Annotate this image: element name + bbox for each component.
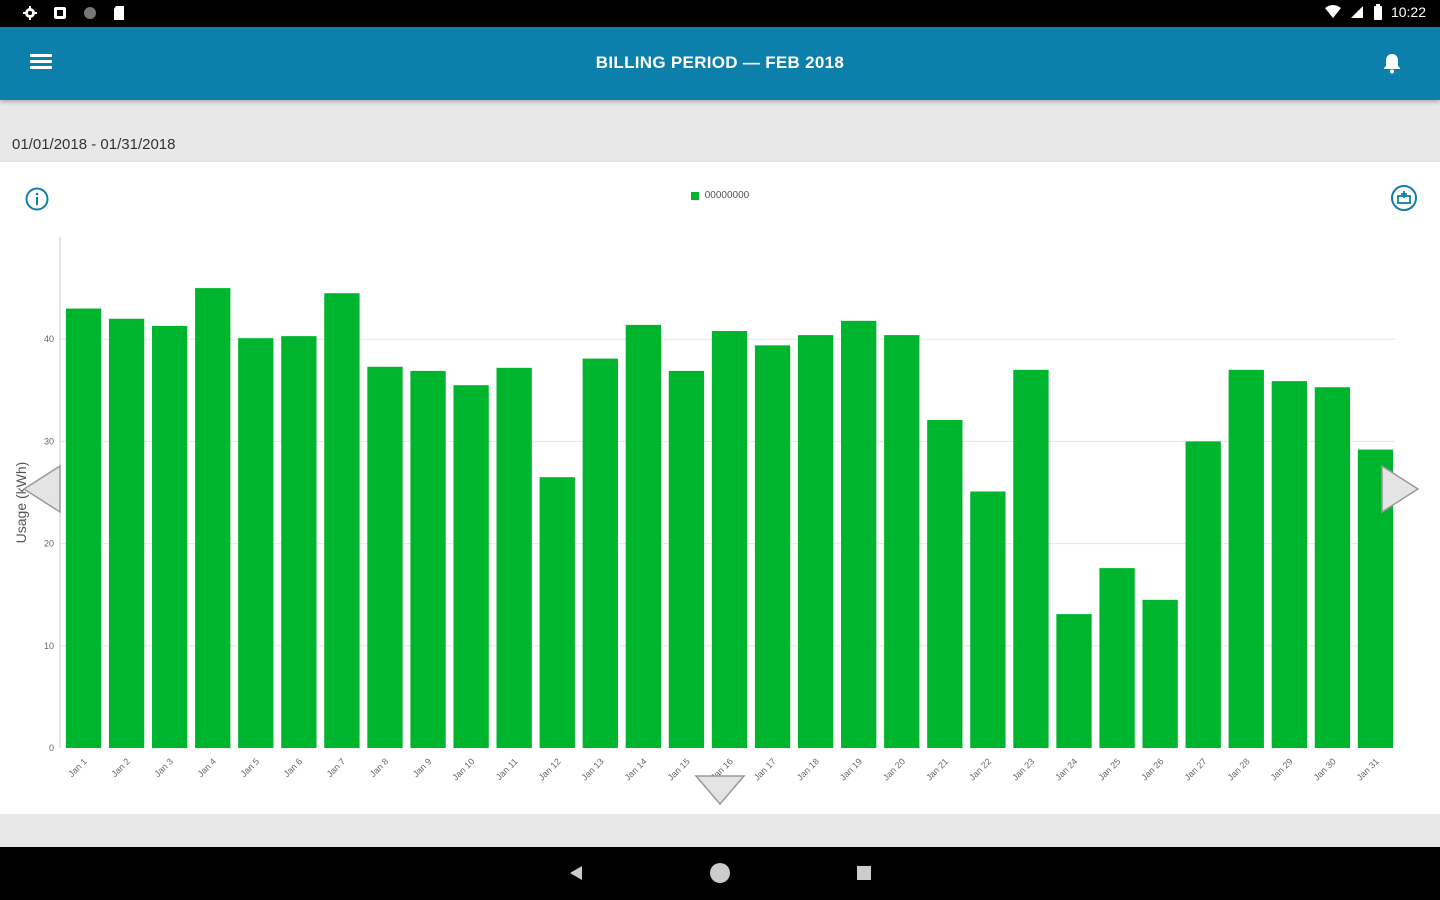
bar-jan-4[interactable] [195,288,231,748]
circle-icon [84,7,96,19]
recents-icon[interactable] [856,865,872,881]
x-tick-label: Jan 10 [450,756,476,782]
bar-jan-28[interactable] [1228,369,1264,748]
settings-icon [23,6,37,20]
bar-jan-5[interactable] [238,338,274,748]
usage-chart-card: 00000000 0 10 20 30 40 Usage (kWh) Jan 1 Jan 2 J… [0,162,1440,814]
bar-jan-23[interactable] [1013,369,1049,748]
x-tick-label: Jan 23 [1010,756,1036,782]
bar-jan-15[interactable] [668,370,705,748]
x-tick-label: Jan 15 [666,756,692,782]
x-tick-label: Jan 31 [1355,756,1381,782]
page-title: BILLING PERIOD — FEB 2018 [595,53,845,72]
bar-jan-10[interactable] [453,385,489,748]
x-tick-label: Jan 21 [924,756,950,782]
status-time: 10:22 [1390,4,1426,20]
bell-icon[interactable] [1380,51,1404,75]
bar-jan-30[interactable] [1314,387,1351,748]
bar-jan-27[interactable] [1185,441,1221,748]
legend-swatch [690,191,699,200]
x-tick-label: Jan 11 [494,756,520,782]
battery-icon [1373,4,1382,20]
bar-jan-7[interactable] [324,293,360,748]
status-bar: 10:22 [0,0,1440,27]
bar-jan-26[interactable] [1142,599,1178,748]
chart-legend: 00000000 [0,190,1440,201]
x-tick-label: Jan 2 [109,756,132,779]
info-icon[interactable] [24,186,50,212]
x-tick-label: Jan 29 [1269,756,1295,782]
bar-jan-22[interactable] [970,491,1006,748]
status-right-icons: 10:22 [1324,4,1426,20]
x-tick-label: Jan 8 [368,756,391,779]
usage-bar-chart: 0 10 20 30 40 Usage (kWh) Jan 1 Jan 2 Jan 3 Jan 4… [13,237,1395,783]
x-tick-label: Jan 24 [1053,756,1079,782]
x-tick-label: Jan 5 [239,756,262,779]
x-tick-label: Jan 7 [325,756,348,779]
bar-jan-18[interactable] [797,335,834,748]
x-tick-label: Jan 30 [1312,756,1338,782]
bar-jan-24[interactable] [1056,614,1092,748]
x-tick-label: Jan 17 [752,756,778,782]
bar-jan-21[interactable] [927,419,963,748]
x-tick-label: Jan 9 [411,756,434,779]
sd-card-icon [114,6,124,20]
chevron-down-icon[interactable] [694,774,746,806]
chevron-right-icon[interactable] [1380,464,1420,514]
y-tick-label: 10 [44,641,54,651]
billing-date-range: 01/01/2018 - 01/31/2018 [12,136,176,153]
system-nav-bar [0,847,1440,900]
wifi-icon [1324,5,1341,18]
app-bar: BILLING PERIOD — FEB 2018 [0,27,1440,100]
notification-icon [54,7,66,19]
status-left-icons [22,5,128,21]
bar-jan-12[interactable] [539,477,575,748]
legend-label: 00000000 [704,190,750,201]
x-tick-label: Jan 26 [1139,756,1165,782]
x-tick-label: Jan 20 [881,756,907,782]
x-tick-label: Jan 28 [1226,756,1252,782]
bar-jan-6[interactable] [281,336,317,748]
bar-jan-13[interactable] [582,358,618,748]
bar-jan-29[interactable] [1271,381,1307,748]
x-tick-label: Jan 13 [580,756,606,782]
bar-jan-20[interactable] [884,335,920,748]
x-tick-label: Jan 6 [282,756,305,779]
x-tick-label: Jan 4 [195,756,218,779]
menu-icon [30,54,52,57]
bar-jan-8[interactable] [367,366,403,748]
menu-button[interactable] [28,51,54,77]
x-tick-label: Jan 25 [1096,756,1122,782]
bar-jan-9[interactable] [410,370,446,748]
y-axis-label: Usage (kWh) [13,462,29,544]
x-tick-label: Jan 14 [623,756,649,782]
x-tick-label: Jan 12 [536,756,562,782]
back-icon[interactable] [566,863,586,883]
bar-jan-1[interactable] [65,308,102,748]
y-tick-label: 30 [44,436,54,446]
y-tick-label: 20 [44,539,54,549]
bar-jan-2[interactable] [108,318,145,748]
bar-jan-19[interactable] [841,320,877,748]
bottom-strip [0,814,1440,847]
x-tick-label: Jan 19 [838,756,864,782]
bar-jan-11[interactable] [496,367,532,748]
x-tick-label: Jan 18 [795,756,821,782]
signal-icon [1350,6,1363,18]
bar-jan-16[interactable] [711,331,748,748]
x-tick-label: Jan 3 [152,756,175,779]
x-tick-label: Jan 22 [967,756,993,782]
chevron-left-icon[interactable] [22,464,62,514]
bar-jan-25[interactable] [1099,568,1135,748]
bar-jan-17[interactable] [754,345,791,748]
bar-jan-14[interactable] [625,324,662,748]
y-tick-label: 0 [49,743,54,753]
y-tick-label: 40 [44,334,54,344]
home-icon[interactable] [708,861,732,885]
x-tick-label: Jan 27 [1182,756,1208,782]
bar-jan-3[interactable] [152,325,188,748]
export-icon[interactable] [1390,184,1418,212]
x-tick-label: Jan 1 [66,756,89,779]
